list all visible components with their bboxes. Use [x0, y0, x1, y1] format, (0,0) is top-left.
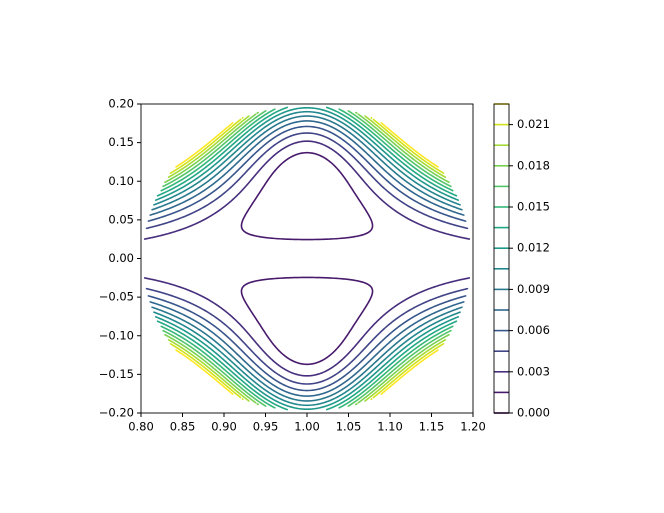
- x-tick-label: 0.95: [253, 420, 279, 434]
- x-tick-label: 1.10: [377, 420, 403, 434]
- y-tick-label: −0.05: [99, 290, 134, 304]
- x-tick-label: 0.80: [128, 420, 154, 434]
- contour-line: [240, 151, 374, 366]
- colorbar-tick-label: 0.018: [517, 158, 550, 172]
- colorbar-tick-label: 0.006: [517, 323, 550, 337]
- contour-line: [149, 120, 465, 397]
- x-tick-label: 1.15: [419, 420, 445, 434]
- x-tick-label: 0.90: [211, 420, 237, 434]
- y-tick-label: −0.20: [99, 406, 134, 420]
- colorbar-tick-label: 0.015: [517, 200, 550, 214]
- y-tick-label: 0.15: [108, 135, 134, 149]
- contour-line: [143, 140, 471, 377]
- x-tick-label: 1.20: [460, 420, 486, 434]
- x-tick-label: 1.00: [294, 420, 320, 434]
- contour-line: [156, 106, 458, 411]
- plot-frame: [140, 103, 474, 414]
- colorbar-tick-label: 0.000: [517, 406, 550, 420]
- contour-line: [169, 116, 445, 401]
- contour-line: [164, 111, 450, 406]
- contour-line: [154, 106, 460, 411]
- colorbar-frame: [493, 103, 510, 414]
- contour-line: [153, 110, 461, 407]
- contour-line: [151, 115, 463, 402]
- y-tick-label: 0.20: [108, 97, 134, 111]
- contour-line: [145, 132, 469, 385]
- contour-line: [147, 125, 467, 392]
- y-tick-label: 0.00: [108, 251, 134, 265]
- contour-line: [162, 110, 452, 407]
- colorbar-tick-label: 0.012: [517, 241, 550, 255]
- x-tick-label: 0.85: [170, 420, 196, 434]
- contour-line: [167, 115, 447, 402]
- x-tick-label: 1.05: [336, 420, 362, 434]
- contour-line: [160, 108, 454, 409]
- colorbar-tick-label: 0.021: [517, 117, 550, 131]
- y-tick-label: 0.05: [108, 212, 134, 226]
- contour-line: [175, 122, 439, 395]
- colorbar-tick-label: 0.009: [517, 282, 550, 296]
- colorbar-tick-label: 0.003: [517, 364, 550, 378]
- y-tick-label: −0.10: [99, 328, 134, 342]
- y-tick-label: −0.15: [99, 367, 134, 381]
- y-tick-label: 0.10: [108, 174, 134, 188]
